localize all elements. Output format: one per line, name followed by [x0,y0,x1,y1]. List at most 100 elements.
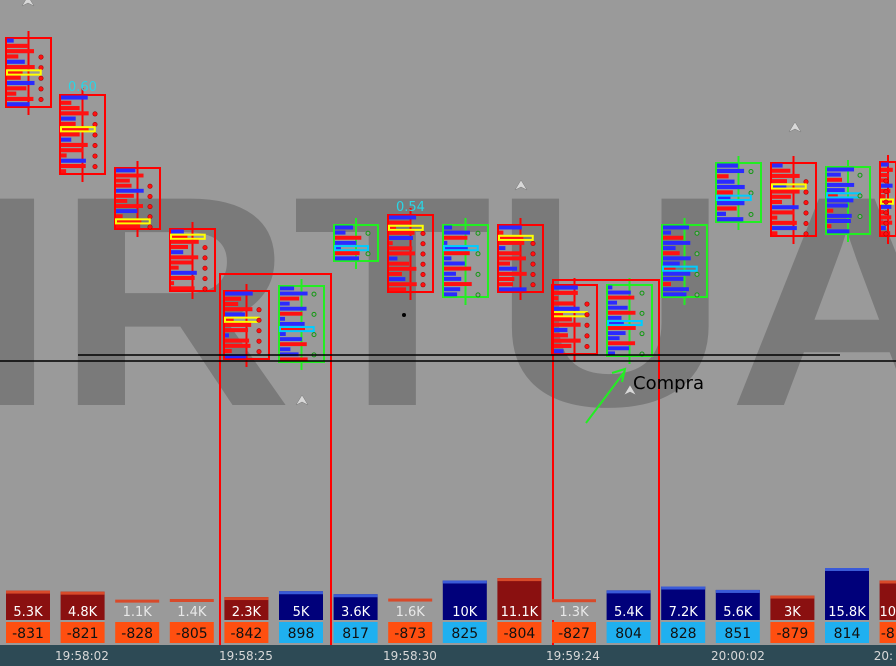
volume-row [116,168,136,173]
footprint-candle [114,161,161,237]
imbalance-dot [857,193,863,199]
volume-bar [497,578,542,620]
delta-box [224,622,269,643]
arrow-head [611,367,627,383]
imbalance-dot [803,231,809,237]
volume-bar [442,580,487,620]
volume-row [663,240,691,245]
imbalance-dot [883,178,889,184]
imbalance-dot [584,322,590,328]
volume-row [280,306,307,311]
volume-row [61,95,88,100]
volume-row [717,174,729,179]
volume-row [663,282,671,287]
imbalance-dot [475,251,481,257]
volume-bar [6,590,50,620]
poc-row [334,245,369,252]
volume-row [499,271,527,276]
volume-row [553,306,580,311]
volume-row [116,214,123,219]
volume-bar [770,595,815,620]
volume-row [827,167,855,172]
volume-row [881,167,893,172]
cursor-mark [514,179,528,191]
candle-annotation: 0.60 [68,80,97,95]
arrow-line [585,370,626,424]
volume-row [61,127,89,132]
time-label: 19:58:25 [219,649,273,663]
volume-bar [333,594,378,620]
volume-row [171,234,188,239]
volume-row [171,245,189,249]
volume-row [389,266,417,271]
delta-label: -842 [231,626,263,642]
highlight-rectangle [219,273,332,666]
footprint-candle [661,218,708,305]
volume-row [7,75,21,80]
footprint-candle [879,155,896,244]
footprint-candle [825,160,871,242]
imbalance-dot [92,111,98,117]
volume-row [61,153,67,158]
volume-row [772,163,783,168]
volume-row [7,91,17,96]
volume-row [7,38,14,43]
volume-row [827,208,834,213]
poc-row [60,126,96,133]
volume-bar-cap [770,595,815,599]
volume-row [225,307,253,312]
volume-bar [825,568,869,620]
volume-row [335,251,360,256]
delta-label: -8 [881,626,895,642]
volume-row [225,312,245,317]
candle-box [661,224,708,298]
imbalance-dot [420,241,426,247]
imbalance-dot [694,230,700,236]
delta-box [497,622,542,643]
volume-label: 2.3K [232,605,262,620]
candle-box [825,166,871,235]
volume-row [663,235,684,240]
volume-row [444,230,470,235]
volume-bar-cap [388,598,433,602]
volume-row [335,225,354,230]
candle-box [223,290,270,360]
imbalance-dot [202,245,208,251]
volume-row [499,251,521,256]
volume-row [772,184,787,189]
poc-row [279,326,315,333]
volume-bar [279,591,323,620]
imbalance-dot [256,328,262,334]
delta-box [6,622,50,643]
delta-label: 825 [451,626,478,642]
volume-bar-cap [279,591,323,595]
watermark-text: IRTUA [0,133,896,469]
volume-row [881,183,893,188]
footprint-candle [5,31,52,115]
volume-row [608,315,622,320]
volume-row [499,246,506,251]
imbalance-dot [420,272,426,278]
volume-row [444,225,453,230]
delta-box [770,622,815,643]
volume-row [116,183,132,188]
volume-row [881,215,892,220]
volume-row [61,100,72,105]
volume-label: 3K [784,605,801,620]
volume-row [827,172,841,177]
imbalance-dot [694,271,700,277]
volume-row [280,357,308,362]
volume-bar [715,589,760,620]
volume-row [553,285,578,290]
poc-row [170,233,206,240]
candle-box [59,94,106,175]
imbalance-dot [256,349,262,355]
time-axis [0,645,896,666]
volume-bar-cap [552,599,596,603]
volume-row [608,331,626,336]
imbalance-dot [365,230,371,236]
volume-label: 1.4K [177,605,207,620]
volume-row [444,287,461,292]
imbalance-dot [584,344,590,350]
